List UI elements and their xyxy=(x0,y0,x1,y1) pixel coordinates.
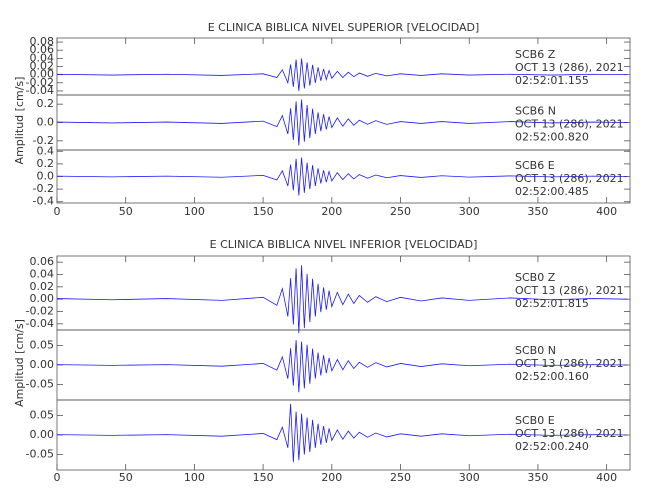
y-tick-label: -0.2 xyxy=(33,134,54,147)
waveform xyxy=(56,157,628,196)
y-tick-label: 0.0 xyxy=(37,170,55,183)
trace-label: OCT 13 (286), 2021 xyxy=(515,427,624,440)
y-tick-label: 0.02 xyxy=(30,60,55,73)
y-tick-label: 0.02 xyxy=(30,280,55,293)
waveform xyxy=(56,265,628,334)
trace-label: SCB0 N xyxy=(515,344,556,357)
x-tick-label: 350 xyxy=(527,471,548,484)
y-tick-label: -0.02 xyxy=(26,76,54,89)
y-tick-label: 0.0 xyxy=(37,116,55,129)
y-tick-label: 0.05 xyxy=(30,339,55,352)
y-tick-label: 0.2 xyxy=(37,157,55,170)
trace-label: OCT 13 (286), 2021 xyxy=(515,61,624,74)
trace-label: OCT 13 (286), 2021 xyxy=(515,172,624,185)
chart-title: E CLINICA BIBLICA NIVEL SUPERIOR [VELOCI… xyxy=(208,21,480,34)
trace-label: SCB6 N xyxy=(515,105,556,118)
y-tick-label: 0.04 xyxy=(30,268,55,281)
x-tick-label: 150 xyxy=(253,205,274,218)
waveform xyxy=(56,58,628,91)
trace-label: 02:52:00.820 xyxy=(515,131,589,144)
waveform xyxy=(56,403,628,463)
y-tick-label: -0.4 xyxy=(33,195,54,208)
trace-label: OCT 13 (286), 2021 xyxy=(515,357,624,370)
x-tick-label: 300 xyxy=(459,205,480,218)
x-tick-label: 0 xyxy=(54,205,61,218)
trace-label: OCT 13 (286), 2021 xyxy=(515,118,624,131)
y-tick-label: 0.2 xyxy=(37,97,55,110)
y-tick-label: 0.00 xyxy=(30,428,55,441)
trace-label: 02:52:00.485 xyxy=(515,185,589,198)
y-tick-label: -0.05 xyxy=(26,377,54,390)
y-tick-label: -0.04 xyxy=(26,317,54,330)
y-axis-label: Amplitud [cm/s] xyxy=(13,77,26,165)
waveform xyxy=(56,99,628,146)
trace-label: 02:52:00.240 xyxy=(515,440,589,453)
x-tick-label: 200 xyxy=(321,205,342,218)
y-tick-label: 0.08 xyxy=(30,35,55,48)
y-tick-label: 0.05 xyxy=(30,409,55,422)
x-tick-label: 250 xyxy=(390,471,411,484)
y-tick-label: 0.00 xyxy=(30,358,55,371)
x-tick-label: 300 xyxy=(459,471,480,484)
trace-label: 02:52:01.155 xyxy=(515,74,589,87)
trace-label: SCB6 E xyxy=(515,159,555,172)
x-tick-label: 100 xyxy=(184,471,205,484)
trace-label: 02:52:01.815 xyxy=(515,297,589,310)
waveform xyxy=(56,340,628,393)
x-tick-label: 250 xyxy=(390,205,411,218)
y-tick-label: 0.06 xyxy=(30,43,55,56)
y-tick-label: 0.04 xyxy=(30,51,55,64)
trace-label: 02:52:00.160 xyxy=(515,370,589,383)
trace-label: SCB0 E xyxy=(515,414,555,427)
y-axis-label: Amplitud [cm/s] xyxy=(13,319,26,407)
x-tick-label: 400 xyxy=(596,471,617,484)
y-tick-label: 0.06 xyxy=(30,255,55,268)
y-tick-label: -0.02 xyxy=(26,305,54,318)
x-tick-label: 50 xyxy=(119,205,133,218)
x-tick-label: 100 xyxy=(184,205,205,218)
x-tick-label: 0 xyxy=(54,471,61,484)
y-tick-label: 0.00 xyxy=(30,68,55,81)
trace-label: OCT 13 (286), 2021 xyxy=(515,284,624,297)
trace-label: SCB6 Z xyxy=(515,48,556,61)
y-tick-label: -0.2 xyxy=(33,182,54,195)
trace-label: SCB0 Z xyxy=(515,271,556,284)
x-tick-label: 400 xyxy=(596,205,617,218)
x-tick-label: 200 xyxy=(321,471,342,484)
x-tick-label: 50 xyxy=(119,471,133,484)
y-tick-label: 0.4 xyxy=(37,144,55,157)
x-tick-label: 150 xyxy=(253,471,274,484)
y-tick-label: -0.05 xyxy=(26,447,54,460)
chart-title: E CLINICA BIBLICA NIVEL INFERIOR [VELOCI… xyxy=(210,238,478,251)
y-tick-label: -0.04 xyxy=(26,84,54,97)
x-tick-label: 350 xyxy=(527,205,548,218)
y-tick-label: 0.00 xyxy=(30,292,55,305)
